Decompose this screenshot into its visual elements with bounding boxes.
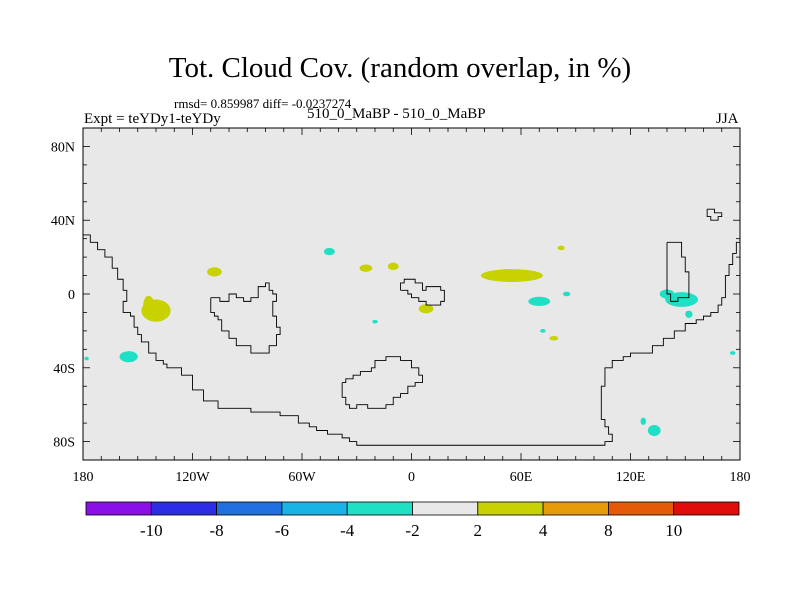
y-tick-label: 40N bbox=[51, 214, 75, 229]
y-tick-label: 40S bbox=[53, 362, 75, 377]
coastline bbox=[666, 241, 690, 302]
x-tick-label: 0 bbox=[408, 470, 415, 485]
x-tick-label: 120W bbox=[175, 470, 210, 485]
anomaly-region bbox=[640, 417, 647, 425]
anomaly-region bbox=[480, 269, 543, 283]
colorbar-swatch bbox=[542, 501, 609, 516]
anomaly-region bbox=[562, 291, 571, 297]
x-tick-label: 180 bbox=[73, 470, 94, 485]
colorbar-swatch bbox=[216, 501, 283, 516]
anomaly-region bbox=[143, 295, 155, 315]
colorbar-swatch bbox=[85, 501, 152, 516]
colorbar-swatch bbox=[477, 501, 544, 516]
y-tick-label: 0 bbox=[68, 288, 75, 303]
chart-title: Tot. Cloud Cov. (random overlap, in %) bbox=[168, 52, 632, 84]
colorbar-swatch bbox=[150, 501, 218, 516]
colorbar-label: -6 bbox=[275, 521, 289, 540]
y-tick-label: 80N bbox=[51, 140, 75, 155]
colorbar-swatch bbox=[281, 501, 348, 516]
colorbar-label: -8 bbox=[210, 521, 224, 540]
anomaly-region bbox=[84, 356, 89, 361]
colorbar-swatch bbox=[608, 501, 675, 516]
y-tick-label: 80S bbox=[53, 436, 75, 451]
coastline bbox=[706, 208, 723, 221]
anomaly-region bbox=[387, 262, 399, 271]
anomaly-region bbox=[372, 319, 378, 324]
colorbar-swatch bbox=[673, 501, 740, 516]
anomaly-region bbox=[323, 247, 335, 256]
season-label: JJA bbox=[716, 111, 739, 127]
colorbar-label: -2 bbox=[405, 521, 419, 540]
coastline bbox=[400, 278, 445, 306]
anomaly-region bbox=[549, 336, 559, 341]
x-tick-label: 120E bbox=[616, 470, 646, 485]
x-tick-label: 60E bbox=[510, 470, 533, 485]
colorbar-label: -4 bbox=[340, 521, 355, 540]
colorbar-label: 2 bbox=[474, 521, 483, 540]
x-tick-label: 60W bbox=[288, 470, 316, 485]
case-label: 510_0_MaBP - 510_0_MaBP bbox=[307, 106, 486, 122]
colorbar-label: 4 bbox=[539, 521, 548, 540]
anomaly-region bbox=[418, 304, 434, 314]
anomaly-region bbox=[207, 267, 222, 277]
colorbar-label: -10 bbox=[140, 521, 163, 540]
anomaly-region bbox=[647, 424, 661, 437]
colorbar-swatch bbox=[412, 501, 479, 516]
x-tick-label: 180 bbox=[730, 470, 751, 485]
experiment-label: Expt = teYDy1-teYDy bbox=[84, 111, 221, 127]
coastline bbox=[210, 282, 281, 354]
anomaly-region bbox=[359, 264, 373, 272]
coastline bbox=[83, 234, 741, 446]
anomaly-region bbox=[119, 351, 138, 363]
stats-label: rmsd= 0.859987 diff= -0.0237274 bbox=[174, 96, 352, 111]
anomaly-region bbox=[540, 329, 546, 333]
colorbar-label: 10 bbox=[665, 521, 682, 540]
colorbar-label: 8 bbox=[604, 521, 613, 540]
anomaly-region bbox=[729, 351, 736, 355]
anomaly-region bbox=[557, 245, 565, 251]
coastline bbox=[341, 356, 423, 409]
colorbar-swatch bbox=[346, 501, 413, 516]
anomaly-region bbox=[685, 310, 693, 318]
anomaly-region bbox=[528, 296, 551, 306]
